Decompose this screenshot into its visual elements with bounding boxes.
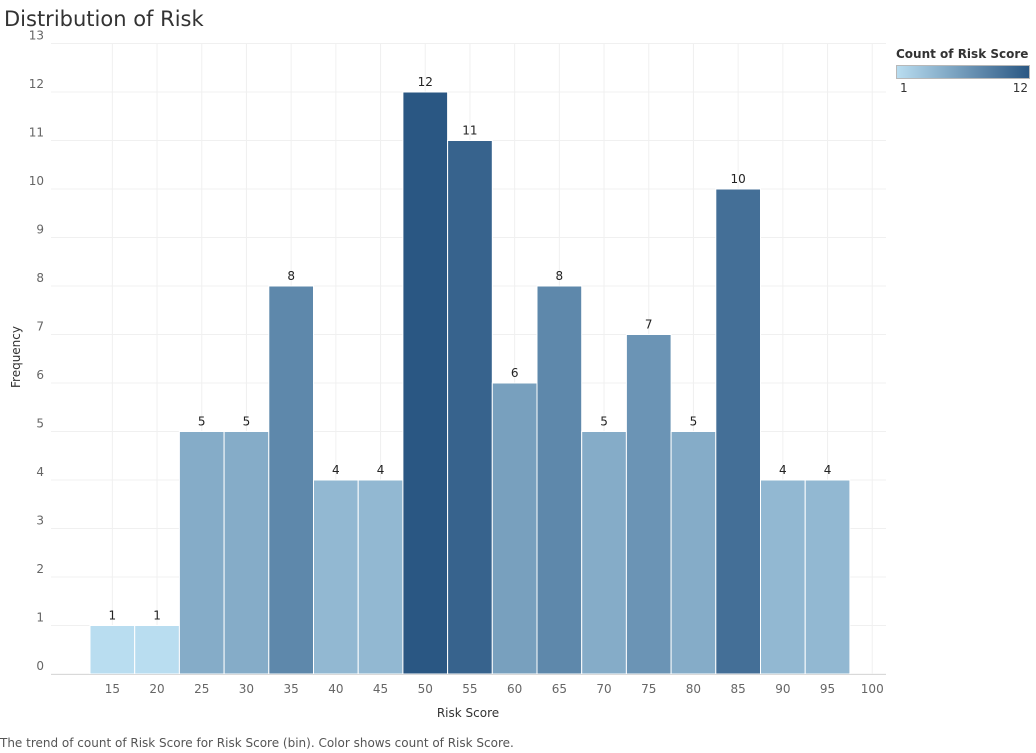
bar-value-label: 10 — [731, 172, 746, 186]
y-tick-label: 9 — [36, 223, 44, 237]
y-tick-label: 11 — [29, 126, 44, 140]
x-tick-label: 90 — [775, 682, 790, 696]
legend-range-labels: 1 12 — [896, 79, 1032, 95]
y-tick-label: 13 — [29, 29, 44, 43]
bar-value-label: 5 — [600, 415, 608, 429]
bar-value-label: 4 — [332, 463, 340, 477]
bar-value-label: 4 — [377, 463, 385, 477]
y-tick-label: 7 — [36, 320, 44, 334]
y-tick-label: 10 — [29, 174, 44, 188]
x-tick-label: 15 — [105, 682, 120, 696]
bar-value-label: 1 — [153, 609, 161, 623]
histogram-bar-60[interactable] — [491, 382, 538, 675]
y-tick-label: 3 — [36, 514, 44, 528]
histogram-bar-90[interactable] — [760, 479, 806, 675]
histogram-bar-40[interactable] — [313, 479, 359, 675]
bar-value-label: 8 — [556, 269, 564, 283]
histogram-bar-75[interactable] — [625, 334, 672, 675]
x-tick-label: 35 — [284, 682, 299, 696]
histogram-bar-50[interactable] — [402, 91, 449, 675]
histogram-bar-25[interactable] — [178, 431, 225, 675]
x-tick-label: 95 — [820, 682, 835, 696]
histogram-bar-80[interactable] — [670, 431, 717, 675]
x-tick-label: 100 — [861, 682, 884, 696]
bar-value-label: 6 — [511, 366, 519, 380]
legend-min-label: 1 — [900, 81, 908, 95]
y-tick-label: 2 — [36, 562, 44, 576]
histogram-bar-85[interactable] — [715, 188, 761, 675]
legend-color-ramp — [896, 65, 1030, 79]
x-axis-title: Risk Score — [437, 706, 499, 720]
x-tick-label: 30 — [239, 682, 254, 696]
x-tick-label: 75 — [641, 682, 656, 696]
bar-value-label: 4 — [779, 463, 787, 477]
histogram-bar-15[interactable] — [89, 625, 136, 675]
histogram-bar-35[interactable] — [268, 285, 314, 675]
y-tick-label: 5 — [36, 417, 44, 431]
bars-group — [89, 91, 851, 675]
bar-value-label: 11 — [462, 124, 477, 138]
color-legend: Count of Risk Score 1 12 — [896, 47, 1032, 95]
y-tick-label: 12 — [29, 77, 44, 91]
y-tick-label: 0 — [36, 659, 44, 673]
chart-caption: The trend of count of Risk Score for Ris… — [0, 736, 514, 750]
x-tick-label: 40 — [328, 682, 343, 696]
legend-max-label: 12 — [1012, 81, 1028, 95]
y-tick-label: 4 — [36, 465, 44, 479]
bar-value-label: 12 — [418, 75, 433, 89]
y-tick-label: 1 — [36, 611, 44, 625]
histogram-bar-65[interactable] — [536, 285, 583, 675]
histogram-bar-45[interactable] — [357, 479, 404, 675]
x-tick-label: 45 — [373, 682, 388, 696]
x-tick-label: 60 — [507, 682, 522, 696]
histogram-bar-70[interactable] — [581, 431, 627, 675]
x-tick-label: 80 — [686, 682, 701, 696]
x-tick-label: 85 — [731, 682, 746, 696]
x-tick-label: 65 — [552, 682, 567, 696]
bar-value-label: 7 — [645, 318, 653, 332]
histogram-bar-95[interactable] — [804, 479, 851, 675]
legend-title: Count of Risk Score — [896, 47, 1029, 61]
bar-value-label: 5 — [690, 415, 698, 429]
histogram-bar-55[interactable] — [447, 140, 493, 675]
bar-value-label: 4 — [824, 463, 832, 477]
x-tick-label: 55 — [462, 682, 477, 696]
bar-value-label: 8 — [287, 269, 295, 283]
y-tick-label: 6 — [36, 368, 44, 382]
x-axis-ticks: 15 20 25 30 35 40 45 50 55 60 65 70 75 80 85 90 95 100 — [105, 682, 884, 696]
y-axis-title: Frequency — [9, 326, 23, 388]
bar-value-label: 5 — [198, 415, 206, 429]
histogram-bar-30[interactable] — [223, 431, 270, 675]
bar-value-label: 1 — [109, 609, 117, 623]
x-tick-label: 50 — [418, 682, 433, 696]
histogram-bar-20[interactable] — [134, 625, 180, 675]
bar-value-label: 5 — [243, 415, 251, 429]
x-tick-label: 25 — [194, 682, 209, 696]
x-tick-label: 70 — [596, 682, 611, 696]
x-tick-label: 20 — [149, 682, 164, 696]
y-tick-label: 8 — [36, 271, 44, 285]
chart-title: Distribution of Risk — [4, 7, 204, 31]
